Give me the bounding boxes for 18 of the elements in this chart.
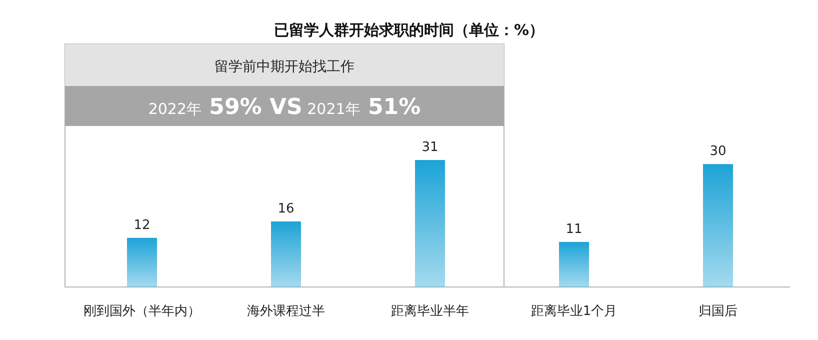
text: 2022年 59% VS 2021年 51% xyxy=(148,95,421,120)
bar xyxy=(271,221,301,287)
bar xyxy=(415,160,445,287)
x-tick-label: 海外课程过半 xyxy=(247,304,325,319)
x-tick-label: 归国后 xyxy=(698,304,738,319)
data-label: 11 xyxy=(566,222,582,237)
bar xyxy=(703,164,733,287)
chart-title: 已留学人群开始求职的时间（单位：%） xyxy=(274,21,544,39)
x-tick-label: 距离毕业半年 xyxy=(391,303,469,319)
data-label: 31 xyxy=(422,140,438,155)
text: 留学前中期开始找工作 xyxy=(214,59,354,75)
bar xyxy=(127,238,157,287)
bar xyxy=(559,242,589,287)
data-label: 12 xyxy=(134,218,150,233)
data-label: 30 xyxy=(710,144,726,160)
x-tick-label: 距离毕业1个月 xyxy=(530,303,618,319)
data-label: 16 xyxy=(278,201,294,216)
x-tick-label: 刚到国外（半年内） xyxy=(84,304,200,319)
